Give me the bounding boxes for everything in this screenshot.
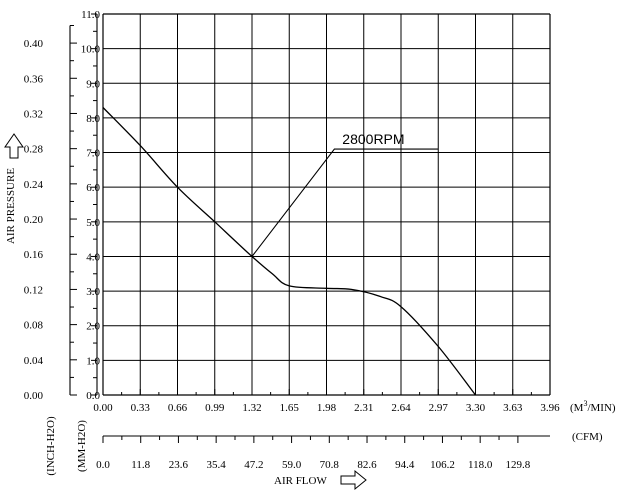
x-tick-label-cfm: 59.0: [282, 459, 302, 471]
y-tick-label-inh2o: 0.04: [24, 355, 44, 367]
y-tick-label-inh2o: 0.12: [24, 284, 43, 296]
x-tick-label-cfm: 35.4: [207, 459, 227, 471]
x-tick-label-m3min: 0.99: [205, 402, 225, 414]
y-tick-label-inh2o: 0.36: [24, 73, 44, 85]
tick-layer: [69, 13, 551, 443]
x-tick-label-cfm: 94.4: [395, 459, 415, 471]
x-tick-label-m3min: 1.65: [280, 402, 300, 414]
x-tick-label-m3min: 1.98: [317, 402, 337, 414]
x-tick-label-m3min: 2.97: [429, 402, 449, 414]
x-tick-label-cfm: 82.6: [357, 459, 377, 471]
y-tick-label-mmh2o: 1.0: [86, 355, 100, 367]
annotation-label: 2800RPM: [342, 131, 404, 147]
y-tick-label-mmh2o: 4.0: [86, 251, 100, 263]
x-tick-label-m3min: 2.64: [391, 402, 411, 414]
y-tick-label-mmh2o: 9.0: [86, 78, 100, 90]
x-tick-label-m3min: 2.31: [354, 402, 373, 414]
y-tick-label-inh2o: 0.20: [24, 214, 44, 226]
y-tick-label-inh2o: 0.16: [24, 249, 44, 261]
x-unit-label-cfm: (CFM): [572, 431, 603, 443]
x-tick-label-m3min: 0.33: [131, 402, 151, 414]
y-tick-label-inh2o: 0.40: [24, 38, 44, 50]
x-tick-label-m3min: 3.30: [466, 402, 486, 414]
x-unit-superscript: 3: [583, 399, 587, 408]
x-tick-label-cfm: 129.8: [506, 459, 531, 471]
x-tick-label-m3min: 1.32: [242, 402, 261, 414]
x-tick-label-cfm: 106.2: [430, 459, 455, 471]
x-axis-title: AIR FLOW: [274, 475, 327, 487]
curve-layer: [102, 107, 477, 396]
x-tick-label-m3min: 0.66: [168, 402, 188, 414]
y-tick-label-inh2o: 0.28: [24, 144, 44, 156]
y-tick-label-inh2o: 0.32: [24, 108, 43, 120]
x-unit-rest: /MIN): [587, 402, 615, 414]
y-tick-label-inh2o: 0.08: [24, 320, 44, 332]
annotation-leader-line: [251, 148, 439, 257]
y-tick-label-mmh2o: 3.0: [86, 286, 100, 298]
label-layer: 0.0 1.0 2.0 3.0 4.0 5.0 6.0 7.0 8.0 9.0 10.0 11.0 0.…: [4, 9, 616, 491]
x-tick-label-m3min: 0.00: [93, 402, 113, 414]
y-tick-label-mmh2o: 8.0: [86, 113, 100, 125]
y-tick-label-mmh2o: 7.0: [86, 148, 100, 160]
y-unit-label-mmh2o: (MM-H2O): [76, 420, 88, 472]
plot-grid: [102, 13, 551, 396]
annotation-callout: 2800RPM: [251, 131, 439, 257]
right-arrow-icon: [340, 469, 367, 491]
x-tick-label-cfm: 23.6: [169, 459, 189, 471]
y-tick-label-inh2o: 0.24: [24, 179, 44, 191]
x-unit-label-m3min: (M3/MIN): [570, 399, 616, 414]
y-unit-label-inh2o: (INCH-H2O): [45, 416, 57, 476]
up-arrow-icon: [4, 133, 24, 159]
series-curve-2800rpm: [102, 107, 477, 396]
y-tick-label-mmh2o: 11.0: [81, 9, 100, 21]
y-tick-label-mmh2o: 6.0: [86, 182, 100, 194]
y-tick-label-mmh2o: 0.0: [86, 390, 100, 402]
x-tick-label-cfm: 70.8: [320, 459, 340, 471]
x-tick-label-m3min: 3.63: [503, 402, 523, 414]
y-tick-label-mmh2o: 2.0: [86, 321, 100, 333]
y-axis-title: AIR PRESSURE: [5, 168, 17, 244]
y-tick-label-inh2o: 0.00: [24, 390, 44, 402]
y-tick-label-mmh2o: 10.0: [81, 44, 101, 56]
x-tick-label-cfm: 118.0: [468, 459, 493, 471]
x-tick-label-m3min: 3.96: [540, 402, 560, 414]
x-tick-label-cfm: 11.8: [131, 459, 150, 471]
x-tick-label-cfm: 0.0: [96, 459, 110, 471]
y-tick-label-mmh2o: 5.0: [86, 217, 100, 229]
x-tick-label-cfm: 47.2: [244, 459, 263, 471]
